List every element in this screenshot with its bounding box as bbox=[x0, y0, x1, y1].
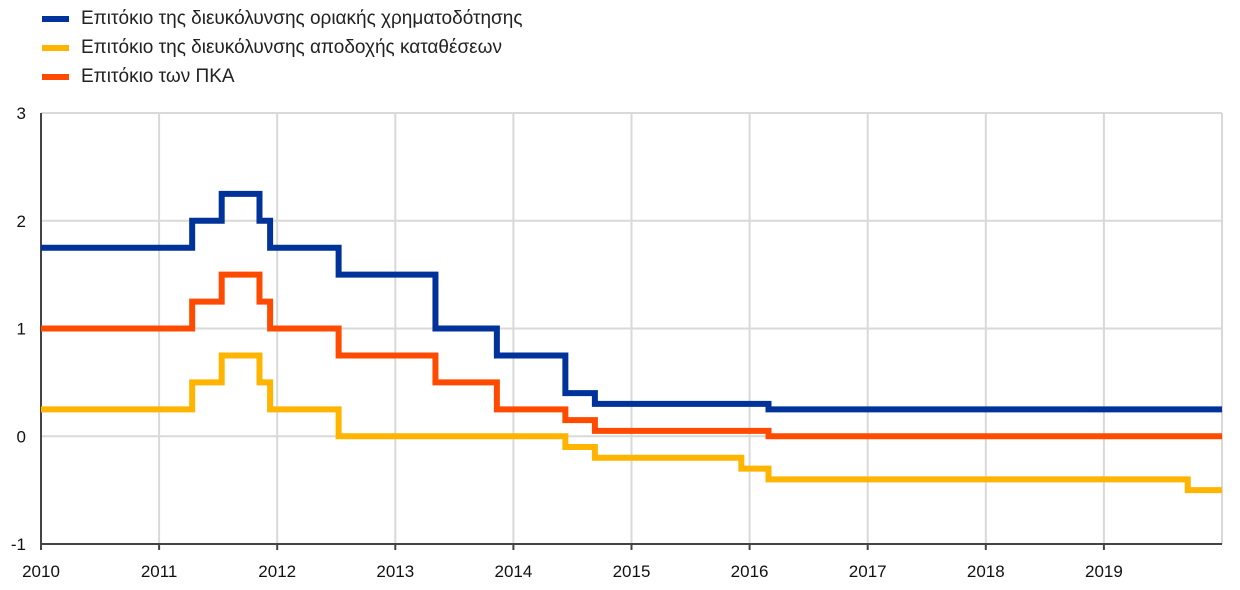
series-line-marginal-lending bbox=[41, 190, 1222, 413]
y-tick-label: 2 bbox=[17, 212, 26, 231]
series-line-deposit-facility bbox=[41, 352, 1222, 494]
x-tick-label: 2013 bbox=[376, 562, 414, 581]
series-layer bbox=[41, 190, 1222, 494]
y-tick-label: 1 bbox=[17, 320, 26, 339]
x-tick-label: 2014 bbox=[494, 562, 532, 581]
legend-item-marginal-lending: Επιτόκιο της διευκόλυνσης οριακής χρηματ… bbox=[42, 4, 523, 33]
x-tick-label: 2019 bbox=[1085, 562, 1123, 581]
y-tick-label: -1 bbox=[11, 535, 26, 554]
series-line-mro bbox=[41, 271, 1222, 440]
legend-label-mro: Επιτόκιο των ΠΚΑ bbox=[81, 65, 235, 87]
legend-label-deposit-facility: Επιτόκιο της διευκόλυνσης αποδοχής καταθ… bbox=[81, 36, 502, 58]
y-tick-label: 0 bbox=[17, 427, 26, 446]
x-tick-label: 2017 bbox=[849, 562, 887, 581]
x-tick-label: 2012 bbox=[258, 562, 296, 581]
x-tick-label: 2018 bbox=[967, 562, 1005, 581]
x-tick-label: 2016 bbox=[731, 562, 769, 581]
tick-labels: -1 0 1 2 3 2010 2011 2012 2013 2014 2015 2016 2017 20… bbox=[11, 104, 1123, 581]
chart-legend: Επιτόκιο της διευκόλυνσης οριακής χρηματ… bbox=[42, 4, 523, 91]
x-tick-label: 2011 bbox=[141, 562, 178, 581]
legend-swatch-marginal-lending bbox=[42, 15, 69, 22]
y-tick-label: 3 bbox=[17, 104, 26, 123]
legend-swatch-deposit-facility bbox=[42, 44, 69, 51]
x-tick-label: 2015 bbox=[613, 562, 651, 581]
legend-label-marginal-lending: Επιτόκιο της διευκόλυνσης οριακής χρηματ… bbox=[81, 7, 523, 29]
x-tick-label: 2010 bbox=[22, 562, 60, 581]
legend-swatch-mro bbox=[42, 73, 69, 80]
legend-item-deposit-facility: Επιτόκιο της διευκόλυνσης αποδοχής καταθ… bbox=[42, 33, 523, 62]
legend-item-mro: Επιτόκιο των ΠΚΑ bbox=[42, 62, 523, 91]
